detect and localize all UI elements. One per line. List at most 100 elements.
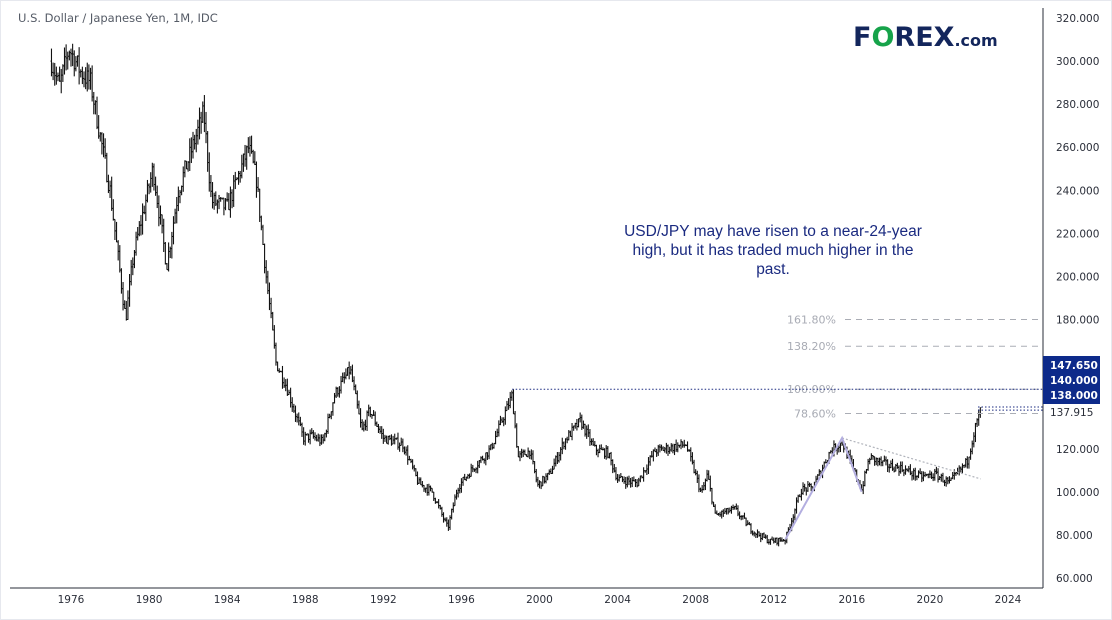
ohlc-bar xyxy=(867,458,870,471)
ohlc-bar xyxy=(585,425,588,439)
ohlc-bar xyxy=(603,448,606,459)
ohlc-bar xyxy=(245,145,248,170)
ohlc-bar xyxy=(289,387,292,408)
ohlc-bar xyxy=(343,372,346,384)
ohlc-bar xyxy=(406,445,409,465)
ohlc-bar xyxy=(175,196,178,224)
ohlc-bar xyxy=(627,475,630,486)
ohlc-bar xyxy=(340,375,343,394)
ohlc-bar xyxy=(68,50,71,61)
ohlc-bar xyxy=(751,530,754,536)
fib-level-label: 138.20% xyxy=(787,340,836,353)
ohlc-bar xyxy=(162,218,165,253)
ohlc-bar xyxy=(484,452,487,466)
ohlc-bar xyxy=(871,455,874,460)
ohlc-bar xyxy=(109,180,112,198)
ohlc-bar xyxy=(943,479,946,487)
ohlc-bar xyxy=(117,240,120,261)
ohlc-bar xyxy=(148,183,151,195)
ohlc-bar xyxy=(863,470,866,487)
ohlc-bar xyxy=(52,62,55,81)
ohlc-bar xyxy=(232,175,235,207)
ohlc-bar xyxy=(540,481,543,490)
ohlc-bar xyxy=(647,457,650,475)
ohlc-bar xyxy=(956,467,959,475)
price-label: 147.650 xyxy=(1050,360,1098,372)
ohlc-bar xyxy=(475,467,478,474)
ohlc-bar xyxy=(161,214,164,234)
ohlc-bar xyxy=(247,137,250,154)
ohlc-bar xyxy=(185,160,188,170)
y-tick-label: 300.000 xyxy=(1056,56,1099,68)
ohlc-bar xyxy=(312,430,315,439)
ohlc-bar xyxy=(561,437,564,455)
ohlc-bar xyxy=(353,376,356,391)
x-tick-label: 1984 xyxy=(214,594,241,606)
ohlc-bar xyxy=(193,134,196,150)
ohlc-bar xyxy=(676,442,679,453)
ohlc-bar xyxy=(888,463,891,473)
ohlc-bar xyxy=(759,532,762,543)
ohlc-bar xyxy=(562,441,565,450)
ohlc-bar xyxy=(234,171,237,190)
ohlc-bar xyxy=(776,537,779,546)
ohlc-bar xyxy=(110,176,113,211)
ohlc-bar xyxy=(113,218,116,241)
ohlc-bar xyxy=(177,186,180,212)
ohlc-bar xyxy=(300,422,303,437)
ohlc-bar xyxy=(369,406,372,418)
ohlc-bar xyxy=(427,483,430,496)
ohlc-bar xyxy=(945,476,948,487)
ohlc-bar xyxy=(250,135,253,154)
ohlc-bar xyxy=(310,428,313,435)
ohlc-bar xyxy=(940,473,943,482)
ohlc-bar xyxy=(190,137,193,164)
ohlc-bar xyxy=(401,438,404,453)
ohlc-bar xyxy=(92,91,95,115)
y-tick-label: 60.000 xyxy=(1056,573,1093,585)
ohlc-bar xyxy=(595,444,598,456)
ohlc-bar xyxy=(325,429,328,438)
ohlc-bar xyxy=(164,242,167,265)
ohlc-bar xyxy=(421,481,424,488)
ohlc-bar xyxy=(637,477,640,487)
ohlc-bar xyxy=(180,185,183,196)
ohlc-bar xyxy=(642,467,645,482)
ohlc-bar xyxy=(616,473,619,483)
ohlc-bar xyxy=(297,412,300,426)
ohlc-bar xyxy=(419,477,422,486)
ohlc-bar xyxy=(105,152,108,183)
ohlc-bar xyxy=(283,377,286,388)
x-tick-label: 1976 xyxy=(58,594,85,606)
ohlc-bar xyxy=(432,491,435,501)
ohlc-bar xyxy=(208,152,211,192)
ohlc-bar xyxy=(318,434,321,447)
ohlc-bar xyxy=(753,531,756,537)
ohlc-bar xyxy=(286,378,289,396)
ohlc-bar xyxy=(81,66,84,85)
ohlc-bar xyxy=(188,138,191,171)
ohlc-bar xyxy=(541,475,544,487)
ohlc-bar xyxy=(886,459,889,473)
ohlc-bar xyxy=(434,497,437,504)
ohlc-bar xyxy=(977,409,980,426)
ohlc-bar xyxy=(336,387,339,397)
fib-level-label: 100.00% xyxy=(787,383,836,396)
ohlc-bar xyxy=(714,504,717,514)
ohlc-bar xyxy=(276,361,279,372)
ohlc-bar xyxy=(795,497,798,514)
ohlc-bar xyxy=(122,282,125,311)
ohlc-bar xyxy=(756,529,759,538)
ohlc-bar xyxy=(200,111,203,134)
ohlc-bar xyxy=(348,361,351,380)
ohlc-bar xyxy=(248,136,251,157)
ohlc-bar xyxy=(483,458,486,464)
ohlc-bar xyxy=(165,262,168,271)
ohlc-bar xyxy=(663,446,666,453)
ohlc-bar xyxy=(271,311,274,331)
ohlc-bar xyxy=(138,221,141,237)
ohlc-bar xyxy=(600,444,603,450)
ohlc-bar xyxy=(87,64,90,90)
ohlc-bar xyxy=(136,226,139,241)
